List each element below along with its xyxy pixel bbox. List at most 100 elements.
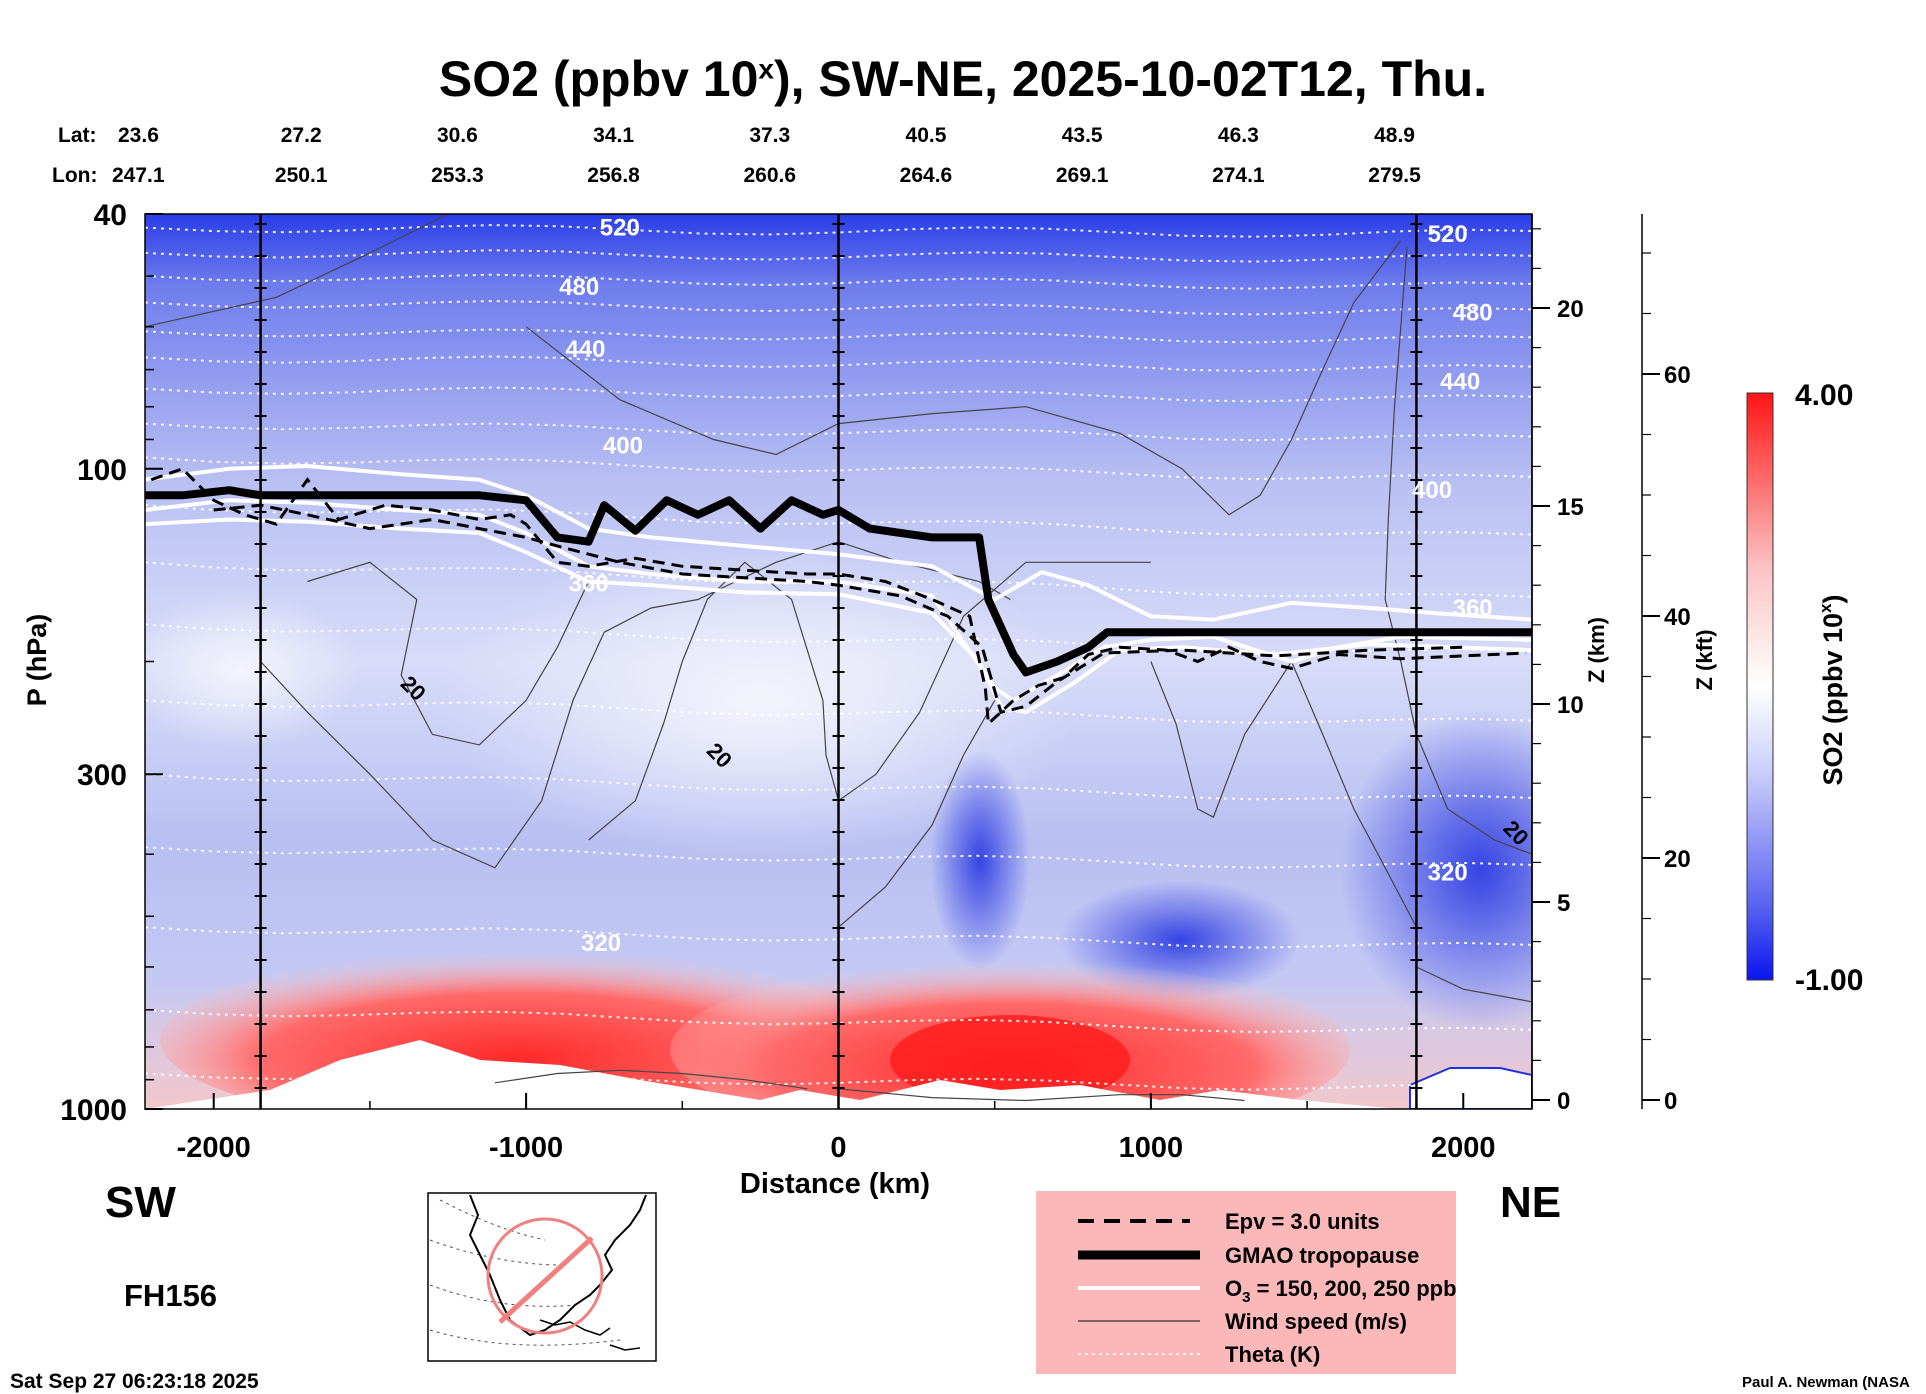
author-credit: Paul A. Newman (NASA <box>1742 1374 1910 1391</box>
x-axis-label: Distance (km) <box>740 1168 930 1200</box>
epv-contours <box>150 467 1526 727</box>
theta-contour-label: 400 <box>603 433 643 460</box>
wind-contour <box>307 561 590 746</box>
x-axis-tick-label: 1000 <box>1119 1132 1184 1164</box>
lat-value: 37.3 <box>749 124 791 147</box>
lat-value: 46.3 <box>1217 124 1259 147</box>
y-axis-tick-label: 1000 <box>60 1094 127 1127</box>
z-km-tick-label: 0 <box>1557 1088 1570 1115</box>
tropopause-line <box>145 486 1532 677</box>
wind-contour <box>1416 966 1532 1003</box>
locator-map-range-circle <box>486 1217 604 1335</box>
lat-value: 23.6 <box>118 124 159 147</box>
forecast-hour: FH156 <box>124 1278 218 1313</box>
topography-mask <box>145 1040 1400 1109</box>
lat-value: 27.2 <box>280 124 322 147</box>
y-axis: 40 100 300 1000 <box>60 199 163 1127</box>
z-km-label: Z (km) <box>1584 617 1609 683</box>
locator-map <box>427 1192 657 1362</box>
theta-contour-label: 520 <box>600 215 640 242</box>
lat-value: 48.9 <box>1374 124 1415 147</box>
so2-low-region <box>440 540 1080 860</box>
lon-value: 256.8 <box>587 164 640 187</box>
x-axis-tick-label: -2000 <box>177 1132 251 1164</box>
theta-contour-label: 520 <box>1428 221 1468 248</box>
z-kft-axis: 0 20 40 60 <box>1641 214 1691 1115</box>
theta-contour-label: 480 <box>1453 299 1493 326</box>
z-kft-tick-label: 60 <box>1664 362 1691 389</box>
so2-low-region-west <box>145 590 360 750</box>
colorbar-max-label: 4.00 <box>1795 379 1853 412</box>
so2-field <box>145 214 1532 1109</box>
theta-contour-label: 480 <box>559 274 599 301</box>
theta-contour-label: 360 <box>1453 595 1493 622</box>
lon-row-label: Lon: <box>52 164 98 187</box>
z-km-tick-label: 10 <box>1557 692 1584 719</box>
legend-wind-label: Wind speed (m/s) <box>1225 1309 1407 1334</box>
generation-timestamp: Sat Sep 27 06:23:18 2025 <box>10 1370 259 1393</box>
locator-map-coastline <box>468 1194 647 1337</box>
wind-contour <box>145 214 449 328</box>
z-kft-label: Z (kft) <box>1692 629 1717 690</box>
lat-value: 40.5 <box>905 124 947 147</box>
locator-map-transect <box>498 1236 594 1324</box>
wind-contour <box>838 1088 1245 1102</box>
y-axis-tick-label: 100 <box>77 454 127 487</box>
gmao-tropopause <box>145 486 1532 677</box>
wind-contour <box>494 1069 808 1090</box>
so2-negative-region-east <box>1340 710 1532 1030</box>
lon-value: 260.6 <box>743 164 797 187</box>
lon-value: 274.1 <box>1212 164 1265 187</box>
wind-contour <box>1150 660 1417 928</box>
lon-value: 253.3 <box>431 164 484 187</box>
direction-ne-label: NE <box>1500 1178 1562 1227</box>
z-km-tick-label: 5 <box>1557 890 1570 917</box>
x-axis: -2000 -1000 0 1000 2000 <box>177 1093 1496 1164</box>
ozone-contour <box>145 463 1532 622</box>
wind-contour <box>588 561 1151 841</box>
theta-contour-label: 440 <box>565 336 605 363</box>
wind-contour <box>260 541 1011 869</box>
epv-contour <box>150 467 1526 727</box>
legend-tropopause-label: GMAO tropopause <box>1225 1243 1419 1268</box>
contour-labels: 520 5204804804404404004003603603203202020… <box>396 215 1534 957</box>
z-km-tick-label: 20 <box>1557 296 1584 323</box>
direction-sw-label: SW <box>105 1178 176 1227</box>
locator-map-caribbean <box>539 1319 641 1351</box>
so2-negative-region-center <box>930 750 1030 970</box>
theta-contour-label: 360 <box>569 570 609 597</box>
y-axis-label: P (hPa) <box>22 614 52 707</box>
lat-row-label: Lat: <box>58 124 97 147</box>
lon-value: 264.6 <box>899 164 953 187</box>
legend-epv-label: Epv = 3.0 units <box>1225 1209 1380 1234</box>
theta-contour-label: 320 <box>1428 859 1468 886</box>
vertical-markers <box>254 214 1423 1109</box>
lon-value: 247.1 <box>112 164 165 187</box>
theta-contour-label: 400 <box>1412 477 1452 504</box>
lat-value: 34.1 <box>593 124 635 147</box>
epv-contour <box>213 503 1464 714</box>
x-axis-tick-label: 2000 <box>1431 1132 1496 1164</box>
theta-contour-label: 320 <box>581 930 621 957</box>
y-axis-tick-label: 300 <box>77 759 127 792</box>
locator-map-latitudes <box>429 1199 621 1346</box>
y-axis-tick-label: 40 <box>94 199 127 232</box>
lon-value: 250.1 <box>274 164 328 187</box>
z-kft-tick-label: 20 <box>1664 846 1691 873</box>
lon-value: 279.5 <box>1368 164 1421 187</box>
lat-value: 43.5 <box>1061 124 1103 147</box>
theta-contour-label: 440 <box>1440 368 1480 395</box>
colorbar-label: SO2 (ppbv 10x) <box>1816 594 1848 785</box>
x-axis-tick-label: -1000 <box>489 1132 563 1164</box>
ozone-contours <box>145 463 1532 715</box>
legend-theta-label: Theta (K) <box>1225 1342 1320 1367</box>
wind-contours <box>145 214 1532 1102</box>
chart-title: SO2 (ppbv 10x), SW-NE, 2025-10-02T12, Th… <box>438 51 1488 107</box>
colorbar <box>1746 392 1774 981</box>
lat-value: 30.6 <box>436 124 478 147</box>
ozone-contour <box>145 517 1532 715</box>
z-km-axis: 0 5 10 15 20 <box>1531 214 1584 1115</box>
colorbar-min-label: -1.00 <box>1795 964 1863 997</box>
wind-contour <box>525 240 1402 516</box>
x-axis-tick-label: 0 <box>830 1132 846 1164</box>
